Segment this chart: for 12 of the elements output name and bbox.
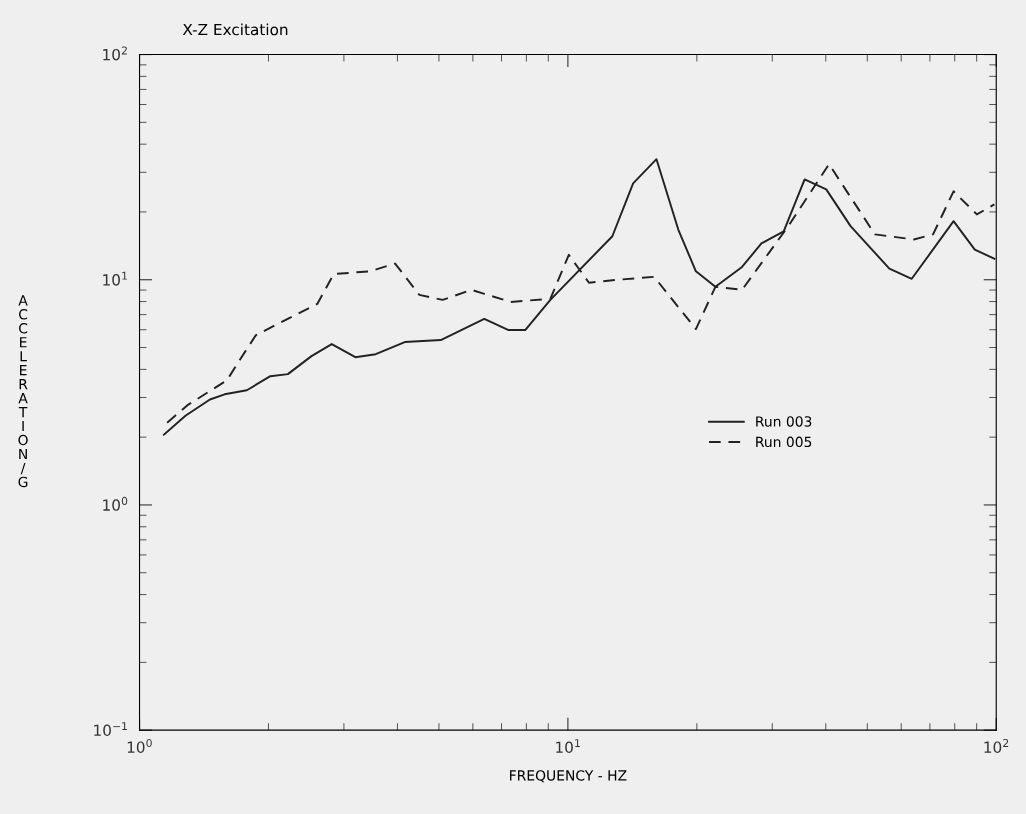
x-axis-title: FREQUENCY - HZ	[510, 770, 627, 783]
legend-label: Run 003	[756, 416, 812, 427]
y-tick-label: 10$^{−1}$	[94, 722, 127, 737]
y-tick-label: 10$^{2}$	[103, 46, 127, 61]
x-tick-label: 10$^{1}$	[556, 739, 580, 753]
chart-title: X-Z Excitation	[182, 23, 288, 36]
legend-label: Run 005	[756, 436, 812, 448]
text: ACCELERATION/G	[18, 295, 28, 488]
x-tick-label: 10$^{2}$	[984, 738, 1009, 753]
y-tick-label: 10$^{1}$	[103, 271, 127, 286]
x-tick-label: 10$^{0}$	[127, 738, 152, 753]
y-tick-label: 10$^{0}$	[103, 496, 128, 511]
